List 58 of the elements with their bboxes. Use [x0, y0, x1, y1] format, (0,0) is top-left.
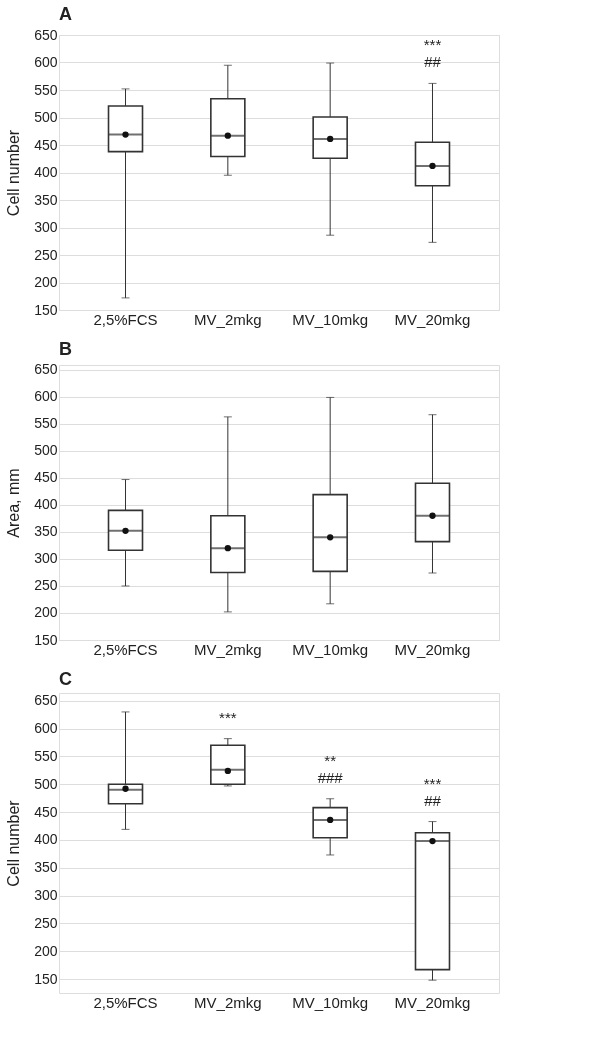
- annotation: ##: [424, 791, 442, 809]
- y-tick-label: 650: [34, 361, 58, 378]
- annotation: ###: [317, 768, 344, 786]
- chart-title: B: [59, 338, 72, 359]
- x-tick-label: MV_10mkg: [292, 640, 369, 658]
- y-tick-label: 600: [34, 720, 58, 737]
- y-tick-label: 300: [34, 887, 58, 904]
- y-tick-label: 650: [34, 26, 58, 43]
- y-tick-label: 200: [34, 274, 58, 290]
- annotation: ***: [423, 774, 442, 792]
- x-tick-label: MV_2mkg: [194, 993, 262, 1011]
- y-tick-label: 450: [34, 469, 58, 486]
- y-tick-label: 250: [34, 914, 58, 931]
- chart-title: A: [59, 4, 72, 24]
- annotation: ***: [423, 36, 442, 54]
- y-tick-label: 500: [34, 442, 58, 459]
- y-tick-label: 400: [34, 496, 58, 513]
- y-tick-label: 500: [34, 775, 58, 792]
- y-tick-label: 150: [34, 970, 58, 987]
- x-tick-label: MV_2mkg: [194, 640, 262, 658]
- y-tick-label: 350: [34, 523, 58, 540]
- y-tick-label: 400: [34, 164, 58, 180]
- x-tick-label: 2,5%FCS: [93, 310, 158, 328]
- x-tick-label: 2,5%FCS: [93, 993, 158, 1011]
- chart-title: C: [59, 669, 72, 689]
- y-tick-label: 350: [34, 859, 58, 876]
- y-tick-label: 550: [34, 81, 58, 98]
- annotation: ##: [424, 53, 442, 71]
- y-tick-label: 500: [34, 109, 58, 125]
- y-tick-label: 300: [34, 550, 58, 567]
- annotation: ***: [219, 708, 237, 726]
- y-tick-label: 250: [34, 246, 58, 263]
- y-tick-label: 200: [34, 942, 58, 959]
- y-tick-label: 550: [34, 747, 58, 764]
- y-tick-label: 400: [34, 831, 58, 848]
- y-tick-label: 200: [34, 604, 58, 621]
- x-tick-label: MV_10mkg: [292, 993, 369, 1011]
- annotation: **: [324, 751, 337, 769]
- y-tick-label: 450: [34, 803, 58, 820]
- x-tick-label: MV_20mkg: [394, 640, 471, 658]
- y-axis-title: Cell number: [5, 129, 23, 217]
- y-tick-label: 600: [34, 388, 58, 405]
- y-tick-label: 300: [34, 219, 58, 235]
- y-tick-label: 150: [34, 301, 58, 318]
- y-tick-label: 450: [34, 136, 58, 153]
- x-tick-label: MV_2mkg: [194, 310, 262, 328]
- y-tick-label: 150: [34, 631, 58, 648]
- x-tick-label: 2,5%FCS: [93, 640, 158, 658]
- y-tick-label: 600: [34, 54, 58, 70]
- x-tick-label: MV_20mkg: [394, 310, 471, 328]
- y-axis-title: Cell number: [5, 799, 23, 887]
- y-axis-title: Area, mm: [5, 468, 23, 538]
- y-tick-label: 550: [34, 415, 58, 432]
- x-tick-label: MV_20mkg: [394, 993, 471, 1011]
- y-tick-label: 650: [34, 692, 58, 709]
- x-tick-label: MV_10mkg: [292, 310, 369, 328]
- y-tick-label: 350: [34, 191, 58, 208]
- y-tick-label: 250: [34, 577, 58, 594]
